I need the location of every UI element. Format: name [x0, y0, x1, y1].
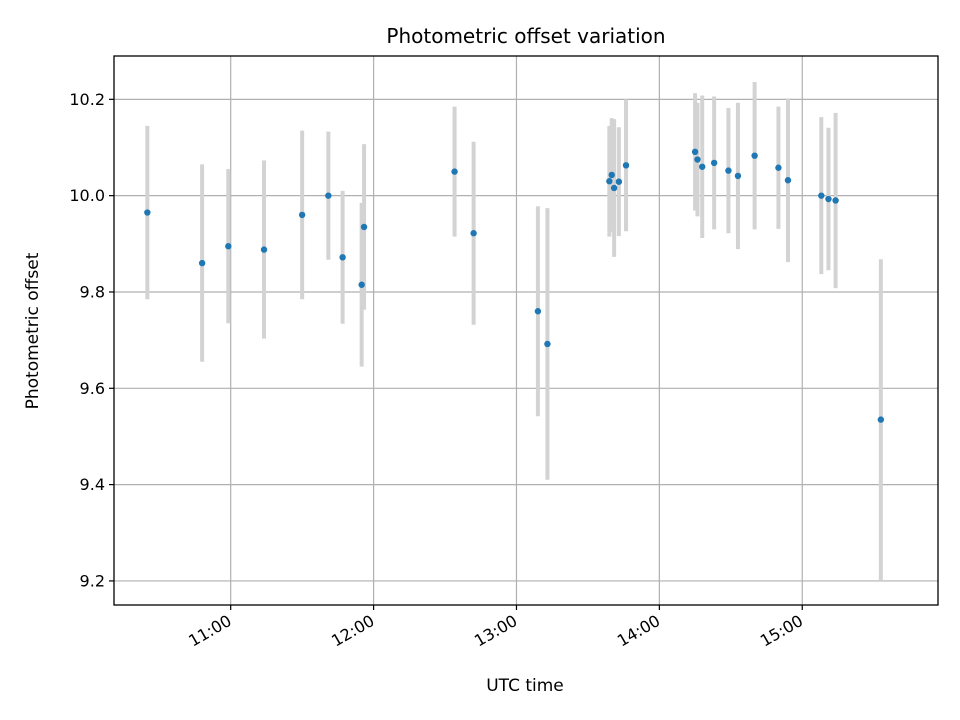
data-point — [694, 156, 701, 163]
data-point — [615, 178, 623, 185]
data-point — [699, 163, 706, 170]
y-tick-label: 9.4 — [80, 475, 105, 494]
data-point — [534, 308, 542, 315]
data-point — [832, 197, 839, 204]
data-point — [775, 164, 782, 171]
data-point — [610, 184, 618, 192]
y-tick-label: 9.2 — [80, 571, 105, 590]
chart-title: Photometric offset variation — [386, 24, 665, 48]
data-point — [818, 192, 825, 199]
y-axis-ticks: 9.2 9.4 9.6 9.8 10.0 10.2 — [69, 90, 114, 590]
data-point — [358, 281, 365, 288]
data-points — [144, 148, 885, 423]
data-point — [725, 167, 732, 174]
data-point — [784, 177, 792, 184]
data-point — [710, 159, 718, 167]
data-point — [451, 168, 458, 175]
data-point — [198, 259, 206, 267]
data-point — [339, 254, 346, 261]
y-tick-label: 9.8 — [80, 282, 105, 301]
data-point — [470, 230, 477, 237]
grid — [114, 56, 938, 605]
y-axis-label: Photometric offset — [23, 252, 43, 409]
y-tick-label: 10.0 — [69, 186, 105, 205]
data-point — [360, 223, 368, 231]
data-point — [622, 162, 630, 169]
data-point — [544, 340, 551, 348]
x-axis-label: UTC time — [486, 676, 564, 696]
data-point — [877, 416, 885, 423]
y-tick-label: 10.2 — [69, 90, 105, 109]
plot-frame — [113, 55, 939, 606]
data-point — [608, 171, 615, 179]
data-point — [260, 246, 268, 253]
data-point — [751, 152, 758, 159]
data-point — [734, 172, 742, 180]
data-point — [298, 211, 306, 219]
data-point — [225, 243, 232, 250]
data-point — [325, 192, 332, 199]
data-point — [606, 178, 613, 185]
data-point — [144, 209, 151, 216]
y-tick-label: 9.6 — [80, 379, 105, 398]
data-point — [691, 148, 699, 156]
data-point — [825, 195, 832, 203]
